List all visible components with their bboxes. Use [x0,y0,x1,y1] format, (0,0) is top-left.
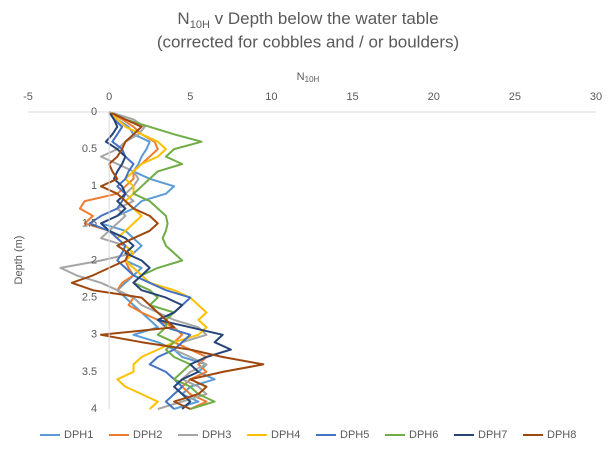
legend-label: DPH7 [478,429,507,441]
y-tick-label: 1.5 [82,217,97,229]
x-tick-label: 30 [590,91,602,103]
series-line [88,111,192,410]
y-tick-label: 3 [91,329,97,341]
legend-label: DPH2 [133,429,162,441]
y-tick-label: 4 [91,403,97,415]
x-tick-label: 25 [509,91,521,103]
legend-label: DPH1 [64,429,93,441]
legend-label: DPH3 [202,429,231,441]
x-tick-label: 10 [265,91,277,103]
series-line [70,111,265,410]
legend-label: DPH4 [271,429,300,441]
legend-label: DPH6 [409,429,438,441]
series-line [108,111,216,410]
y-tick-label: 2.5 [82,292,97,304]
y-axis-label: Depth (m) [13,236,25,285]
series-line [100,111,232,410]
chart-title: N10H v Depth below the water table [177,9,438,30]
chart-subtitle: (corrected for cobbles and / or boulders… [157,32,459,51]
legend-label: DPH5 [340,429,369,441]
x-axis-label: N10H [297,71,320,84]
x-tick-label: 5 [187,91,193,103]
x-tick-label: -5 [23,91,33,103]
x-tick-label: 20 [428,91,440,103]
x-tick-label: 0 [106,91,112,103]
y-tick-label: 3.5 [82,366,97,378]
y-tick-label: 2 [91,254,97,266]
y-tick-label: 0.5 [82,143,97,155]
y-tick-label: 1 [91,180,97,192]
legend-label: DPH8 [547,429,576,441]
y-tick-label: 0 [91,106,97,118]
plot-area [59,111,265,410]
x-tick-label: 15 [346,91,358,103]
